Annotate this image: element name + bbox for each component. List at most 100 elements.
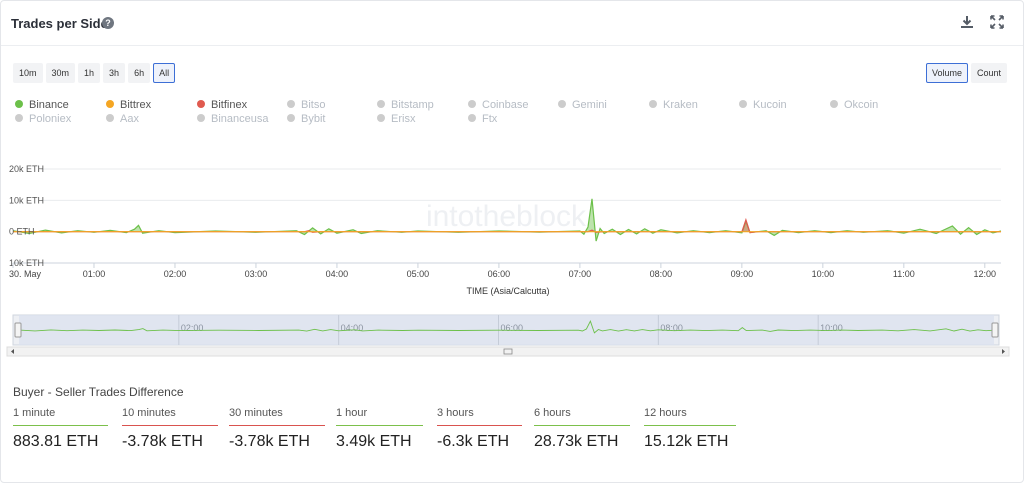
help-icon[interactable]: ? [102, 17, 114, 29]
y-tick-label: 10k ETH [9, 195, 44, 205]
legend-item-binanceusa[interactable]: Binanceusa [197, 113, 269, 125]
x-tick-label: 03:00 [245, 269, 268, 279]
legend-label: Gemini [572, 99, 607, 111]
mode-button-count[interactable]: Count [971, 63, 1008, 83]
stat-value: 15.12k ETH [644, 433, 729, 450]
legend-item-poloniex[interactable]: Poloniex [15, 113, 71, 125]
legend-dot-icon [558, 100, 566, 108]
x-tick-label: 07:00 [569, 269, 592, 279]
legend-label: Binance [29, 99, 69, 111]
legend-dot-icon [287, 114, 295, 122]
legend-label: Coinbase [482, 99, 529, 111]
legend-label: Erisx [391, 113, 416, 125]
range-button-all[interactable]: All [153, 63, 176, 83]
x-tick-label: 12:00 [974, 269, 997, 279]
legend-item-binance[interactable]: Binance [15, 99, 69, 111]
range-button-3h[interactable]: 3h [103, 63, 126, 83]
stat-value: -6.3k ETH [437, 433, 510, 450]
y-tick-label: 20k ETH [9, 164, 44, 174]
stat-label: 12 hours [644, 407, 736, 426]
legend-item-okcoin[interactable]: Okcoin [830, 99, 878, 111]
x-tick-label: 11:00 [893, 269, 915, 279]
stat-value: 28.73k ETH [534, 433, 619, 450]
legend-item-kraken[interactable]: Kraken [649, 99, 698, 111]
legend-item-bittrex[interactable]: Bittrex [106, 99, 151, 111]
range-button-1h[interactable]: 1h [78, 63, 101, 83]
navigator-series-line [18, 320, 995, 334]
legend-label: Poloniex [29, 113, 72, 125]
navigator-left-handle[interactable] [14, 322, 22, 338]
legend-label: Bitstamp [391, 99, 434, 111]
y-tick-label: 10k ETH [9, 258, 44, 268]
stat-label: 10 minutes [122, 407, 218, 426]
legend-dot-icon [197, 100, 205, 108]
stat-value: -3.78k ETH [229, 433, 310, 450]
navigator-right-handle[interactable] [991, 322, 999, 338]
legend-item-aax[interactable]: Aax [106, 113, 139, 125]
stat-item: 1 hour 3.49k ETH [336, 407, 423, 451]
legend-label: Kucoin [753, 99, 787, 111]
legend-item-kucoin[interactable]: Kucoin [739, 99, 787, 111]
legend-dot-icon [15, 114, 23, 122]
mode-button-volume[interactable]: Volume [926, 63, 969, 83]
x-axis-title: TIME (Asia/Calcutta) [466, 286, 549, 296]
scrollbar-grip-icon[interactable] [503, 348, 513, 355]
legend-dot-icon [377, 100, 385, 108]
stat-item: 6 hours 28.73k ETH [534, 407, 630, 451]
y-tick-label: 0 ETH [9, 227, 35, 237]
x-tick-label: 09:00 [731, 269, 754, 279]
legend-dot-icon [197, 114, 205, 122]
stat-label: 1 minute [13, 407, 108, 426]
time-range-buttons: 10m 30m 1h 3h 6h All [13, 63, 176, 83]
watermark: intotheblock [426, 200, 587, 233]
legend-item-coinbase[interactable]: Coinbase [468, 99, 528, 111]
expand-icon[interactable] [989, 15, 1005, 31]
legend-item-bitfinex[interactable]: Bitfinex [197, 99, 247, 111]
navigator-tick-label: 08:00 [660, 323, 683, 333]
legend-label: Bybit [301, 113, 326, 125]
legend-label: Binanceusa [211, 113, 269, 125]
legend-dot-icon [468, 114, 476, 122]
x-tick-label: 08:00 [650, 269, 673, 279]
legend-item-bitstamp[interactable]: Bitstamp [377, 99, 434, 111]
legend-dot-icon [106, 114, 114, 122]
download-icon[interactable] [959, 15, 975, 31]
range-button-10m[interactable]: 10m [13, 63, 43, 83]
stat-value: -3.78k ETH [122, 433, 203, 450]
legend-label: Bitfinex [211, 99, 248, 111]
legend-label: Ftx [482, 113, 498, 125]
range-button-30m[interactable]: 30m [45, 63, 76, 83]
stat-item: 30 minutes -3.78k ETH [229, 407, 325, 451]
navigator-tick-label: 04:00 [341, 323, 364, 333]
legend-item-ftx[interactable]: Ftx [468, 113, 497, 125]
navigator-tick-label: 06:00 [501, 323, 524, 333]
legend-dot-icon [649, 100, 657, 108]
stat-item: 10 minutes -3.78k ETH [122, 407, 218, 451]
legend-dot-icon [377, 114, 385, 122]
legend-dot-icon [106, 100, 114, 108]
range-button-6h[interactable]: 6h [128, 63, 151, 83]
x-tick-label: 04:00 [326, 269, 349, 279]
legend-dot-icon [468, 100, 476, 108]
x-tick-label: 06:00 [488, 269, 511, 279]
legend-item-bybit[interactable]: Bybit [287, 113, 325, 125]
x-tick-label: 05:00 [407, 269, 430, 279]
x-tick-label: 01:00 [83, 269, 106, 279]
navigator[interactable]: 02:00 04:00 06:00 08:00 10:00 [6, 314, 1010, 357]
stat-item: 1 minute 883.81 ETH [13, 407, 108, 451]
legend-item-gemini[interactable]: Gemini [558, 99, 607, 111]
legend-item-erisx[interactable]: Erisx [377, 113, 415, 125]
navigator-scrollbar[interactable] [6, 346, 1010, 357]
card-header: Trades per Side ? [1, 1, 1023, 46]
scroll-right-icon[interactable] [1002, 349, 1005, 354]
scroll-left-icon[interactable] [11, 349, 14, 354]
navigator-tick-label: 02:00 [181, 323, 204, 333]
legend-label: Bittrex [120, 99, 152, 111]
mode-buttons: Volume Count [926, 63, 1008, 83]
legend-item-bitso[interactable]: Bitso [287, 99, 325, 111]
stat-item: 3 hours -6.3k ETH [437, 407, 522, 451]
x-tick-label: 30. May [9, 269, 42, 279]
legend-label: Kraken [663, 99, 698, 111]
